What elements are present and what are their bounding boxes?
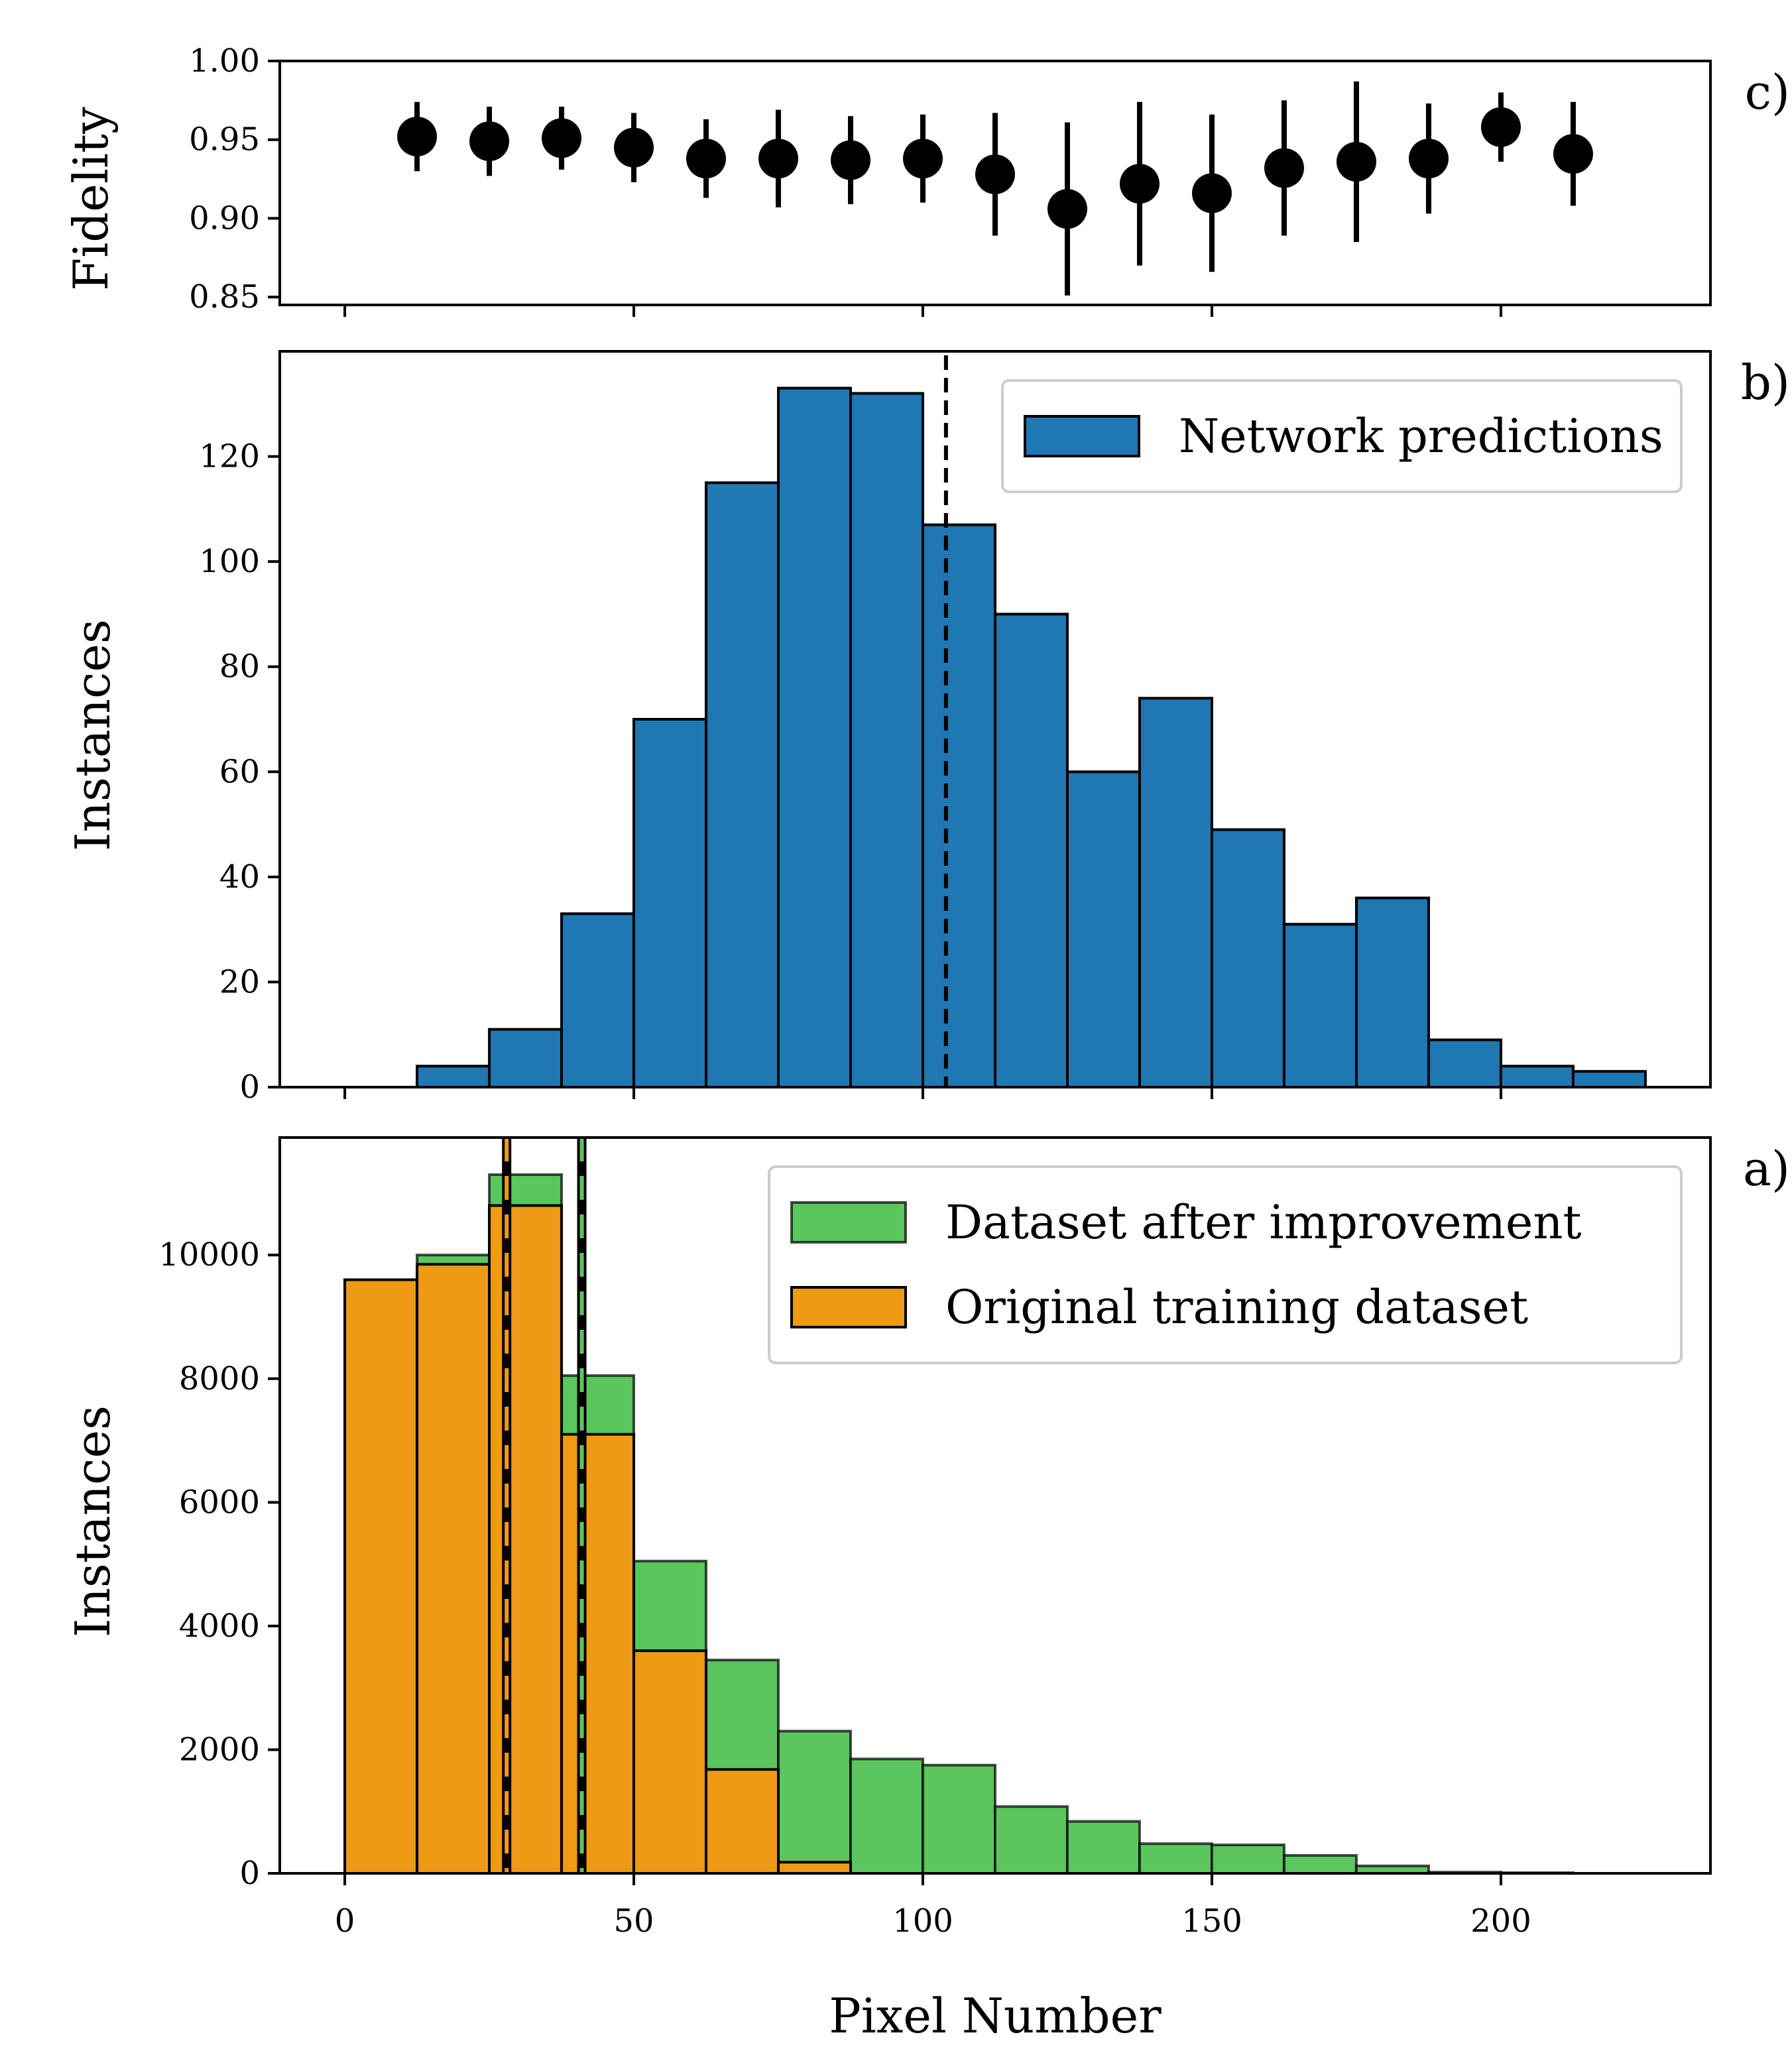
axes-frame: [278, 350, 1712, 1088]
x-axis-label: Pixel Number: [829, 1988, 1162, 2044]
data-point: [542, 118, 582, 158]
axes-frame: [278, 60, 1712, 306]
data-point: [903, 139, 943, 179]
bar: [560, 912, 636, 1089]
bar: [1138, 1842, 1213, 1875]
data-point: [614, 127, 654, 168]
bar: [488, 1027, 564, 1089]
x-tick-label: 100: [892, 1903, 953, 1940]
bar: [343, 1278, 419, 1875]
bar: [849, 1757, 925, 1875]
bar: [632, 718, 708, 1088]
y-tick-label: 60: [219, 753, 260, 790]
legend-swatch: [790, 1201, 907, 1244]
panel-a: 0 2000 4000 6000 8000 10000 0 50 100 150 200 Instan…: [65, 1136, 1790, 2044]
bar: [777, 1729, 853, 1875]
y-tick-label: 0.85: [189, 278, 260, 316]
legend: Network predictions: [1001, 379, 1683, 493]
bar: [1282, 1853, 1358, 1875]
y-tick-label: 2000: [179, 1731, 260, 1768]
bar: [705, 481, 780, 1088]
bar: [1138, 697, 1213, 1089]
bar: [1354, 896, 1430, 1088]
y-tick-label: 0.95: [189, 121, 260, 158]
data-point: [758, 139, 799, 179]
data-point: [831, 140, 871, 180]
data-point: [1264, 148, 1304, 188]
bar: [994, 1805, 1069, 1875]
panel-b: 0 20 40 60 80 100 120 Instances b) Network predic…: [65, 350, 1790, 1106]
fidelity-points: [397, 81, 1593, 296]
y-tick-label: 0: [239, 1855, 260, 1892]
legend-label: Network predictions: [1179, 409, 1663, 463]
bar: [1282, 923, 1358, 1088]
series-original-training-dataset: [343, 1204, 853, 1875]
y-tick-label: 100: [199, 543, 260, 580]
legend-label: Dataset after improvement: [945, 1195, 1582, 1250]
bar: [1065, 770, 1141, 1089]
series-network-predictions: [416, 386, 1647, 1089]
data-point: [686, 139, 727, 179]
legend-box: [768, 1165, 1683, 1364]
bar: [849, 392, 925, 1088]
bar: [1065, 1820, 1141, 1875]
x-tick-label: 0: [335, 1903, 355, 1940]
bar: [922, 1763, 997, 1875]
panel-label: b): [1741, 355, 1790, 410]
bar: [632, 1649, 708, 1875]
panel-c: 0.85 0.90 0.95 1.00 Fidelity c): [63, 42, 1790, 317]
y-tick-label: 0.90: [189, 200, 260, 237]
y-tick-label: 8000: [179, 1360, 260, 1397]
y-axis-label: Fidelity: [63, 107, 119, 291]
data-point: [1336, 141, 1376, 182]
y-tick-label: 80: [219, 648, 260, 685]
bar: [922, 523, 997, 1088]
data-point: [1047, 189, 1087, 229]
x-tick-label: 150: [1181, 1903, 1242, 1940]
legend-swatch: [1024, 415, 1140, 457]
axes-frame: [278, 1136, 1712, 1875]
legend-box: [1001, 379, 1683, 493]
panel-label: a): [1743, 1141, 1790, 1197]
data-point: [1480, 107, 1521, 147]
data-point: [1119, 164, 1160, 204]
y-tick-label: 1.00: [189, 42, 260, 80]
bar: [777, 386, 853, 1088]
bar: [1210, 1844, 1285, 1875]
bar: [488, 1204, 564, 1875]
data-point: [1191, 173, 1232, 213]
bar: [994, 613, 1069, 1088]
bar: [1210, 828, 1285, 1088]
data-point: [975, 154, 1015, 194]
bar: [1427, 1038, 1502, 1088]
legend-swatch: [790, 1286, 907, 1328]
legend: Dataset after improvement Original traini…: [768, 1165, 1683, 1364]
bar: [777, 1861, 853, 1875]
bar: [416, 1065, 491, 1089]
y-tick-label: 20: [219, 963, 260, 1000]
y-tick-label: 120: [199, 438, 260, 475]
y-axis-label: Instances: [65, 1405, 121, 1637]
bar: [1499, 1065, 1575, 1089]
bar: [560, 1433, 636, 1875]
y-axis-label: Instances: [65, 619, 121, 851]
y-tick-label: 6000: [179, 1484, 260, 1521]
data-point: [469, 121, 510, 162]
panel-label: c): [1745, 64, 1790, 120]
y-tick-label: 40: [219, 858, 260, 896]
x-tick-label: 200: [1470, 1903, 1531, 1940]
data-point: [1408, 139, 1449, 179]
y-tick-label: 10000: [158, 1236, 260, 1273]
bar: [1571, 1070, 1647, 1088]
y-tick-label: 0: [239, 1069, 260, 1106]
bar: [416, 1263, 491, 1875]
y-tick-label: 4000: [179, 1608, 260, 1645]
data-point: [1553, 134, 1593, 174]
x-tick-label: 50: [614, 1903, 654, 1940]
legend-label: Original training dataset: [945, 1280, 1528, 1334]
data-point: [397, 116, 438, 156]
bar: [705, 1768, 780, 1875]
